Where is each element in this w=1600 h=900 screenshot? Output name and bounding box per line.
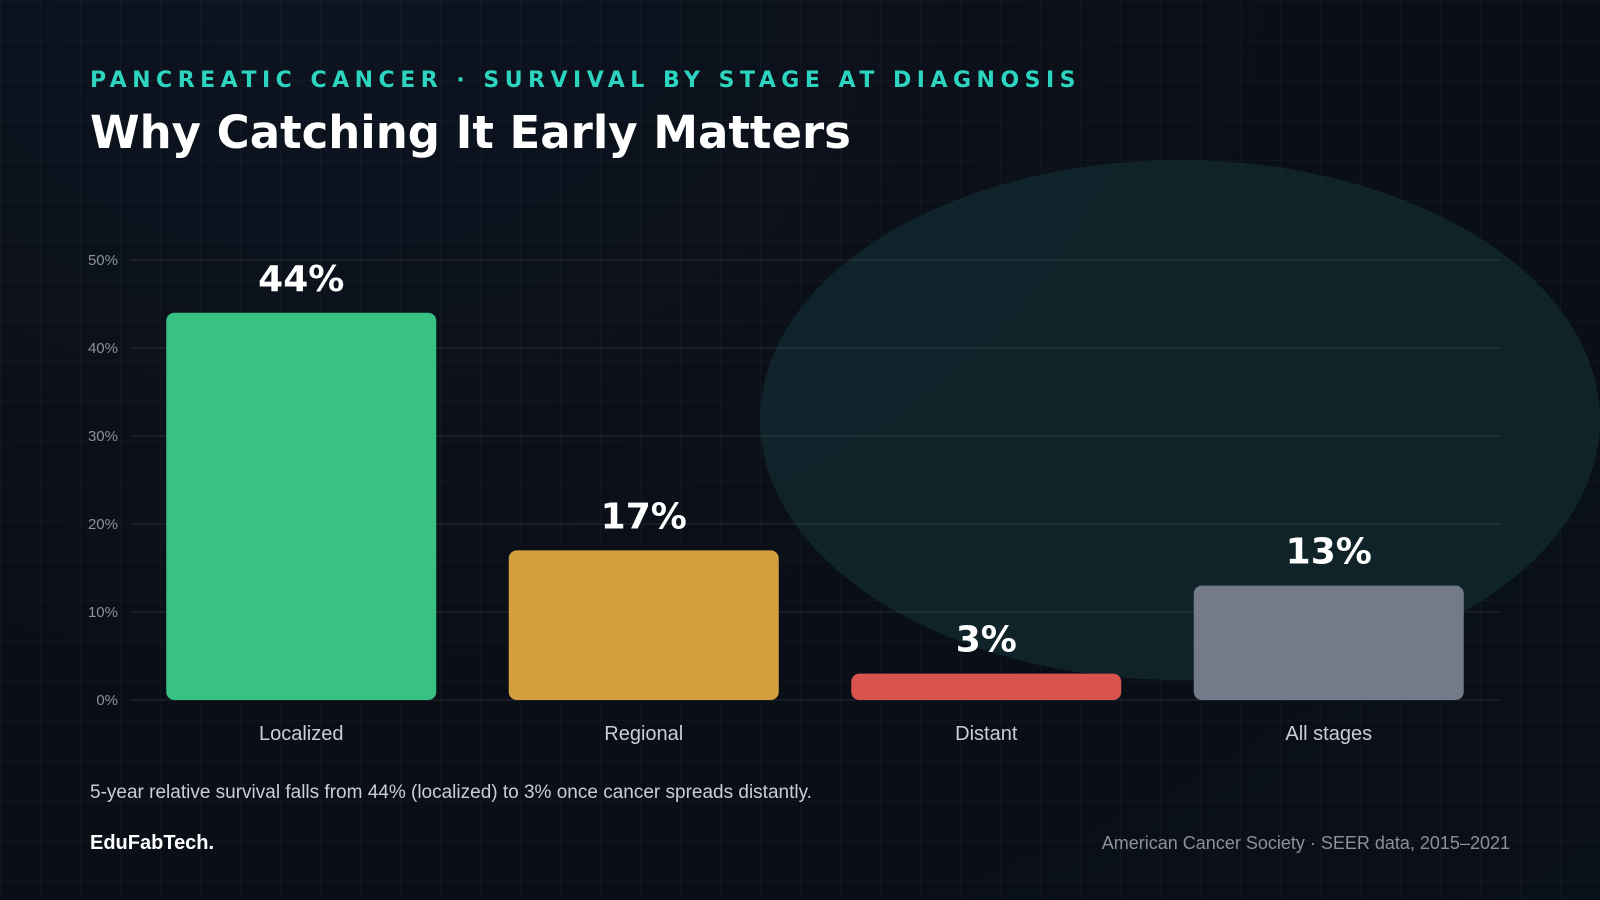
data-label: 44% (258, 259, 344, 300)
y-tick-label: 0% (96, 692, 118, 709)
source-note: American Cancer Society · SEER data, 201… (1101, 833, 1510, 853)
chart-caption: 5-year relative survival falls from 44% … (90, 782, 812, 803)
bar (508, 550, 779, 700)
y-tick-label: 10% (88, 604, 118, 621)
y-tick-label: 50% (88, 252, 118, 269)
y-tick-label: 40% (88, 340, 118, 357)
data-label: 13% (1286, 532, 1372, 573)
y-tick-label: 30% (88, 428, 118, 445)
bar (1193, 585, 1464, 700)
bar (166, 312, 437, 700)
chart-kicker: PANCREATIC CANCER · SURVIVAL BY STAGE AT… (90, 68, 1082, 93)
x-tick-label: Localized (259, 723, 344, 745)
x-tick-label: Regional (604, 723, 683, 745)
data-label: 3% (956, 620, 1017, 661)
bar (851, 673, 1122, 700)
brand-logo: EduFabTech. (90, 832, 215, 854)
x-tick-label: Distant (955, 723, 1018, 745)
y-tick-label: 20% (88, 516, 118, 533)
chart-title: Why Catching It Early Matters (90, 106, 851, 159)
data-label: 17% (601, 496, 687, 537)
x-tick-label: All stages (1285, 723, 1372, 745)
